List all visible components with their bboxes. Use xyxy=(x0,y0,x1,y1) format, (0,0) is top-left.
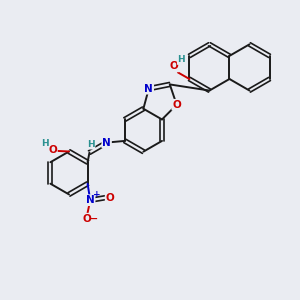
Text: O: O xyxy=(82,214,91,224)
Text: O: O xyxy=(106,193,114,202)
Text: O: O xyxy=(169,61,178,71)
Text: H: H xyxy=(41,139,48,148)
Text: O: O xyxy=(172,100,181,110)
Text: O: O xyxy=(48,145,57,154)
Text: N: N xyxy=(86,195,94,205)
Text: +: + xyxy=(93,190,100,199)
Text: H: H xyxy=(177,55,185,64)
Text: N: N xyxy=(144,84,153,94)
Text: −: − xyxy=(90,214,98,224)
Text: H: H xyxy=(87,140,95,149)
Text: N: N xyxy=(102,138,111,148)
